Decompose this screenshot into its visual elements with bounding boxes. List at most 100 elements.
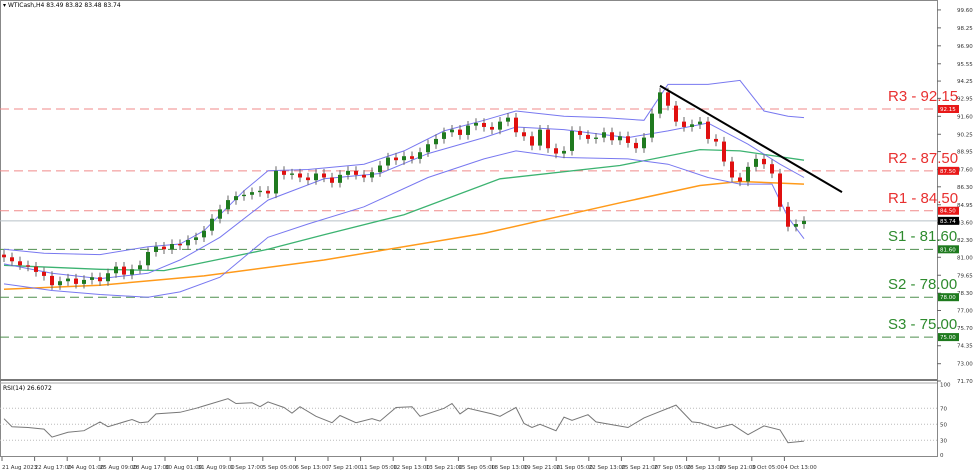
- candle: [602, 127, 606, 143]
- candle-body: [250, 192, 254, 195]
- candle: [394, 152, 398, 165]
- candle-body: [354, 170, 358, 175]
- price-tag-label: 92.15: [940, 107, 956, 113]
- candle: [506, 112, 510, 127]
- candle: [234, 191, 238, 205]
- candle: [546, 124, 550, 153]
- candle-body: [594, 137, 598, 139]
- candle: [522, 127, 526, 141]
- time-tick-label: 22 Aug 17:00: [35, 465, 73, 471]
- time-tick-label: 3 Oct 05:00: [752, 465, 785, 471]
- candle-body: [666, 92, 670, 106]
- candle: [354, 166, 358, 180]
- candle-body: [338, 174, 342, 183]
- candle-body: [322, 173, 326, 178]
- bollinger-middle-line: [3, 122, 805, 280]
- candle: [730, 156, 734, 183]
- time-tick-label: 7 Sep 21:00: [328, 465, 362, 471]
- candle-body: [474, 122, 478, 126]
- candle-body: [658, 92, 662, 114]
- candle: [626, 131, 630, 148]
- price-tick-label: 82.30: [957, 238, 973, 244]
- candle-body: [602, 132, 606, 138]
- price-tag: [938, 333, 959, 342]
- candle-body: [202, 230, 206, 238]
- candle: [418, 147, 422, 164]
- candle: [298, 168, 302, 183]
- candle-body: [674, 105, 678, 122]
- candle: [98, 272, 102, 286]
- candle-body: [802, 220, 806, 225]
- candle: [226, 195, 230, 215]
- price-tag: [938, 105, 959, 113]
- candle: [330, 172, 334, 188]
- candle: [2, 249, 6, 262]
- candle: [186, 235, 190, 250]
- bollinger-upper-line: [3, 79, 805, 256]
- candle: [362, 170, 366, 183]
- candle-body: [634, 142, 638, 149]
- candle-body: [626, 136, 630, 143]
- candle: [778, 168, 782, 212]
- candle: [34, 261, 38, 277]
- price-tick-label: 98.25: [957, 26, 973, 32]
- candle-body: [74, 278, 78, 284]
- price-tag: [938, 206, 959, 215]
- candle: [218, 204, 222, 224]
- candle-body: [186, 240, 190, 246]
- rsi-tick-label: 0: [940, 453, 944, 459]
- candle-body: [618, 136, 622, 141]
- candle: [66, 273, 70, 286]
- candle-body: [434, 138, 438, 145]
- candle: [266, 186, 270, 199]
- candle-body: [394, 157, 398, 161]
- candle: [122, 261, 126, 280]
- time-tick-label: 13 Sep 21:00: [426, 465, 463, 471]
- price-tag-label: 84.50: [940, 209, 956, 215]
- candle-body: [530, 136, 534, 146]
- candle-body: [26, 265, 30, 267]
- candle: [570, 126, 574, 156]
- candle: [578, 126, 582, 140]
- price-tag: [938, 245, 959, 254]
- candle-body: [514, 117, 518, 133]
- collapse-triangle-icon[interactable]: ▾: [3, 2, 7, 9]
- candle: [538, 124, 542, 151]
- candle: [322, 168, 326, 183]
- price-tick-label: 92.95: [957, 96, 973, 102]
- candle: [450, 124, 454, 137]
- candle: [242, 190, 246, 201]
- candle-body: [794, 224, 798, 227]
- price-tick-label: 71.70: [957, 379, 973, 385]
- current-price-tag-label: 83.74: [940, 219, 956, 225]
- time-tick-label: 21 Aug 2023: [2, 465, 38, 471]
- ma-orange-line: [3, 180, 805, 290]
- candle: [106, 268, 110, 286]
- resistance-level-label: R2 - 87.50: [888, 149, 959, 167]
- time-tick-label: 24 Aug 01:00: [67, 465, 105, 471]
- time-tick-label: 31 Aug 09:00: [198, 465, 236, 471]
- price-tick-label: 84.95: [957, 203, 973, 209]
- bollinger-lower-line: [3, 150, 805, 298]
- candle: [746, 162, 750, 187]
- time-tick-label: 11 Sep 05:00: [361, 465, 398, 471]
- candle-body: [194, 237, 198, 241]
- candle-body: [562, 150, 566, 154]
- candle-body: [482, 122, 486, 127]
- candle: [794, 219, 798, 232]
- candle: [410, 151, 414, 164]
- candle-body: [570, 130, 574, 151]
- candle: [386, 152, 390, 171]
- candle-body: [410, 156, 414, 159]
- price-tick-label: 77.00: [957, 308, 973, 314]
- candle: [722, 136, 726, 167]
- candle: [562, 146, 566, 159]
- price-tick-label: 95.55: [957, 62, 973, 68]
- candle: [514, 112, 518, 137]
- candle: [650, 109, 654, 143]
- candle: [490, 122, 494, 135]
- candle: [306, 172, 310, 185]
- candle: [754, 154, 758, 172]
